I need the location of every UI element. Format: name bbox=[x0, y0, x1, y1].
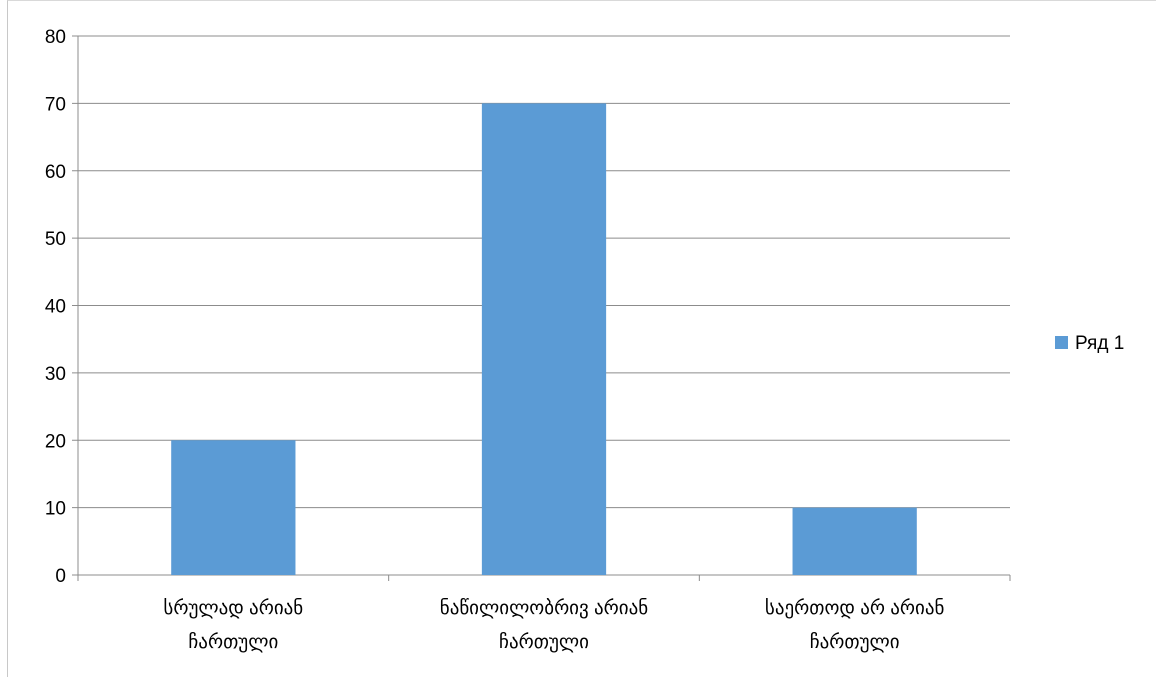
x-category-label: ჩართული bbox=[499, 631, 589, 653]
legend-label: Ряд 1 bbox=[1075, 333, 1124, 354]
y-tick-label: 30 bbox=[45, 364, 66, 385]
y-tick-label: 60 bbox=[45, 162, 66, 183]
x-category-label: საერთოდ არ არიან bbox=[765, 597, 945, 619]
bar bbox=[792, 507, 917, 575]
y-tick-label: 80 bbox=[45, 27, 66, 48]
y-tick-label: 50 bbox=[45, 229, 66, 250]
y-tick-label: 70 bbox=[45, 94, 66, 115]
legend: Ряд 1 bbox=[1055, 333, 1124, 354]
y-tick-label: 10 bbox=[45, 499, 66, 520]
x-category-label: სრულად არიან bbox=[163, 597, 303, 619]
y-tick-label: 0 bbox=[55, 566, 66, 587]
x-category-label: ჩართული bbox=[188, 631, 278, 653]
x-category-labels: სრულად არიან ჩართული ნაწილილობრივ არიან ჩარ… bbox=[163, 597, 944, 653]
y-tick-label: 40 bbox=[45, 297, 66, 318]
bar bbox=[171, 440, 296, 575]
x-category-label: ნაწილილობრივ არიან bbox=[440, 597, 648, 619]
y-tick-label: 20 bbox=[45, 431, 66, 452]
x-category-label: ჩართული bbox=[810, 631, 900, 653]
bars bbox=[171, 103, 917, 575]
legend-swatch bbox=[1055, 336, 1068, 349]
bar bbox=[481, 103, 607, 575]
y-tick-labels: 0 10 20 30 40 50 60 70 80 bbox=[45, 27, 66, 587]
